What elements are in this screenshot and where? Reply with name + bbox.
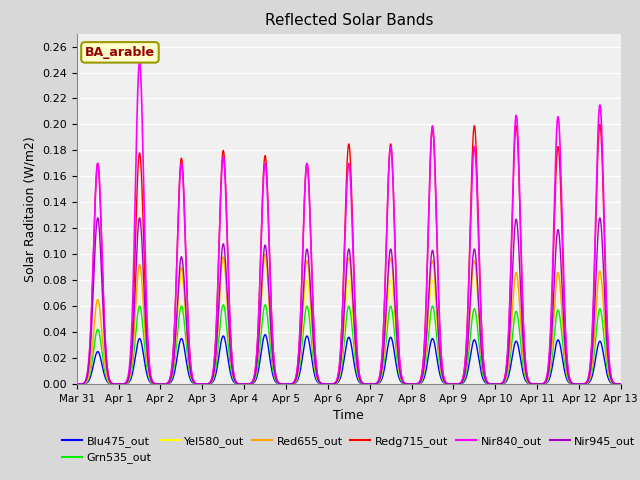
Nir945_out	[356, 379, 364, 384]
Title: Reflected Solar Bands: Reflected Solar Bands	[264, 13, 433, 28]
Yel580_out	[294, 371, 302, 376]
Grn535_out	[104, 378, 111, 384]
Yel580_out	[306, 298, 314, 304]
Nir945_out	[73, 381, 81, 387]
Nir945_out	[294, 367, 302, 373]
Yel580_out	[261, 254, 269, 260]
Yel580_out	[356, 379, 364, 385]
Line: Nir945_out: Nir945_out	[77, 218, 640, 384]
Line: Yel580_out: Yel580_out	[77, 257, 640, 384]
Yel580_out	[227, 349, 234, 355]
Line: Red655_out: Red655_out	[77, 254, 640, 384]
Blu475_out	[306, 343, 314, 348]
Blu475_out	[469, 338, 477, 344]
Blu475_out	[104, 379, 111, 385]
Blu475_out	[261, 332, 269, 337]
Nir945_out	[469, 251, 477, 257]
Line: Redg715_out: Redg715_out	[77, 124, 640, 384]
Redg715_out	[227, 323, 234, 328]
Nir840_out	[136, 59, 143, 65]
Nir945_out	[306, 273, 314, 279]
Redg715_out	[104, 367, 111, 372]
Text: BA_arable: BA_arable	[85, 46, 155, 59]
Nir840_out	[104, 367, 111, 372]
Red655_out	[469, 262, 477, 268]
Blu475_out	[294, 376, 302, 382]
Redg715_out	[356, 376, 364, 382]
Nir840_out	[356, 377, 364, 383]
Red655_out	[294, 369, 302, 374]
Yel580_out	[469, 262, 477, 268]
Blu475_out	[356, 380, 364, 386]
Red655_out	[73, 381, 81, 387]
Nir945_out	[94, 215, 102, 221]
Redg715_out	[73, 381, 81, 387]
Nir840_out	[469, 152, 477, 157]
X-axis label: Time: Time	[333, 409, 364, 422]
Legend: Blu475_out, Grn535_out, Yel580_out, Red655_out, Redg715_out, Nir840_out, Nir945_: Blu475_out, Grn535_out, Yel580_out, Red6…	[58, 432, 639, 468]
Blu475_out	[73, 381, 81, 387]
Nir945_out	[104, 371, 111, 377]
Grn535_out	[306, 319, 314, 324]
Red655_out	[356, 379, 364, 384]
Y-axis label: Solar Raditaion (W/m2): Solar Raditaion (W/m2)	[24, 136, 36, 282]
Blu475_out	[227, 369, 234, 375]
Redg715_out	[294, 360, 302, 365]
Nir840_out	[294, 359, 302, 364]
Grn535_out	[294, 373, 302, 379]
Line: Nir840_out: Nir840_out	[77, 62, 640, 384]
Yel580_out	[104, 376, 111, 382]
Nir840_out	[227, 326, 234, 332]
Grn535_out	[73, 381, 81, 387]
Red655_out	[104, 376, 111, 382]
Redg715_out	[596, 121, 604, 127]
Line: Grn535_out: Grn535_out	[77, 305, 640, 384]
Redg715_out	[306, 202, 314, 208]
Redg715_out	[469, 133, 477, 139]
Red655_out	[227, 349, 234, 355]
Grn535_out	[220, 302, 227, 308]
Grn535_out	[469, 309, 477, 314]
Line: Blu475_out: Blu475_out	[77, 335, 640, 384]
Red655_out	[261, 252, 269, 257]
Nir945_out	[227, 347, 234, 353]
Nir840_out	[306, 204, 314, 210]
Yel580_out	[73, 381, 81, 387]
Grn535_out	[356, 380, 364, 385]
Red655_out	[306, 283, 314, 288]
Nir840_out	[73, 381, 81, 387]
Grn535_out	[227, 362, 234, 368]
